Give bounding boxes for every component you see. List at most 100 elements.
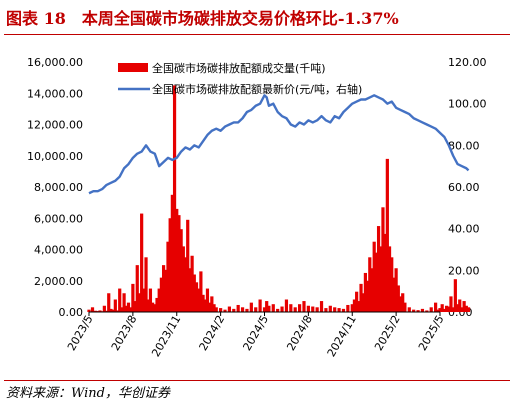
price-line [88, 94, 470, 195]
y-left-tick-label: 6,000.00 [34, 212, 83, 225]
volume-bar [458, 299, 462, 312]
legend-label-price: 全国碳市场碳排放配额最新价(元/吨，右轴) [152, 82, 362, 96]
legend-swatch-volume [118, 63, 148, 72]
volume-bar [113, 299, 117, 312]
y-right-tick-label: 60.00 [448, 181, 480, 194]
volume-bar [249, 302, 253, 313]
volume-bar [166, 241, 170, 312]
volume-bar [124, 305, 128, 312]
volume-bar [298, 304, 302, 312]
volume-bar [337, 308, 341, 312]
volume-bar [183, 257, 188, 312]
volume-bars [87, 85, 471, 313]
volume-bar [319, 301, 324, 312]
x-tick-label: 2023/8 [109, 313, 140, 353]
volume-bar [398, 296, 403, 313]
volume-bar [212, 304, 216, 312]
source-note: 资料来源：Wind，华创证券 [6, 386, 170, 401]
volume-bar [379, 246, 383, 313]
y-right-tick-label: 80.00 [448, 139, 480, 152]
x-tick-label: 2024/5 [240, 313, 271, 353]
legend-label-volume: 全国碳市场碳排放配额成交量(千吨) [152, 61, 326, 75]
y-left-tick-label: 8,000.00 [34, 181, 83, 194]
source-rule [4, 380, 510, 381]
volume-bar [245, 308, 249, 313]
volume-bar [352, 299, 357, 312]
x-tick-label: 2024/8 [284, 313, 315, 353]
volume-bar [451, 307, 455, 312]
volume-bar [199, 271, 203, 313]
volume-bar [146, 299, 150, 312]
volume-bar [129, 307, 133, 312]
volume-bar [137, 293, 142, 312]
volume-bar [357, 301, 361, 312]
legend: 全国碳市场碳排放配额成交量(千吨) 全国碳市场碳排放配额最新价(元/吨，右轴) [118, 61, 362, 96]
x-tick-label: 2024/11 [325, 313, 359, 359]
volume-bar [328, 305, 332, 312]
volume-bar [232, 308, 236, 313]
volume-bar [403, 302, 407, 313]
y-right-tick-label: 120.00 [448, 56, 487, 69]
volume-bar [131, 283, 135, 313]
volume-bar [368, 257, 372, 312]
volume-bar [333, 307, 337, 312]
volume-bar [133, 301, 137, 312]
volume-bar [460, 307, 464, 312]
volume-bar [453, 279, 457, 312]
volume-bar [359, 283, 363, 313]
volume-bar [447, 306, 451, 312]
volume-bar [341, 308, 346, 313]
volume-bar [350, 304, 354, 312]
volume-bar [122, 293, 126, 312]
left-axis: 0.00 2,000.00 4,000.00 6,000.00 8,000.00 10,0… [27, 56, 83, 319]
volume-bar [240, 307, 245, 312]
volume-bar [151, 302, 155, 313]
volume-bar [363, 272, 368, 312]
y-left-tick-label: 16,000.00 [27, 56, 83, 69]
volume-bar [161, 265, 166, 313]
volume-bar [385, 158, 389, 313]
y-left-tick-label: 4,000.00 [34, 244, 83, 257]
volume-bar [170, 194, 174, 312]
volume-bar [392, 277, 396, 313]
volume-bar [396, 285, 400, 312]
y-left-tick-label: 2,000.00 [34, 275, 83, 288]
volume-bar [444, 305, 449, 312]
volume-bar [366, 280, 370, 312]
volume-bar [87, 309, 91, 312]
y-right-tick-label: 40.00 [448, 223, 480, 236]
volume-bar [383, 233, 387, 313]
volume-bar [93, 310, 98, 312]
volume-bar [148, 288, 153, 312]
volume-bar [265, 301, 269, 312]
y-left-tick-label: 10,000.00 [27, 150, 83, 163]
volume-bar [203, 299, 207, 312]
volume-bar [102, 305, 106, 312]
volume-bar [90, 307, 95, 312]
volume-bar [271, 304, 275, 312]
volume-bar [201, 294, 205, 312]
volume-bar [223, 309, 227, 312]
volume-bar [407, 307, 411, 312]
volume-bar [262, 307, 267, 312]
volume-bar [192, 274, 196, 312]
volume-bar [168, 218, 172, 312]
volume-bar [140, 213, 144, 312]
volume-bar [144, 257, 148, 312]
volume-bar [455, 304, 460, 312]
volume-bar [219, 308, 223, 312]
volume-bar [181, 246, 185, 313]
volume-bar [284, 299, 289, 312]
volume-bar [324, 308, 328, 312]
volume-bar [111, 309, 115, 312]
volume-bar [172, 85, 177, 312]
volume-bar [372, 241, 376, 312]
volume-bar [442, 308, 446, 313]
volume-bar [254, 307, 258, 312]
volume-bar [436, 309, 440, 312]
volume-bar [361, 293, 365, 312]
chart: 0.00 2,000.00 4,000.00 6,000.00 8,000.00 10,0… [27, 56, 487, 359]
volume-bar [236, 304, 240, 312]
x-tick-label: 2025/2 [372, 313, 403, 353]
x-axis: 2023/5 2023/8 2023/11 2024/2 2024/5 2024/8 202… [65, 311, 447, 359]
